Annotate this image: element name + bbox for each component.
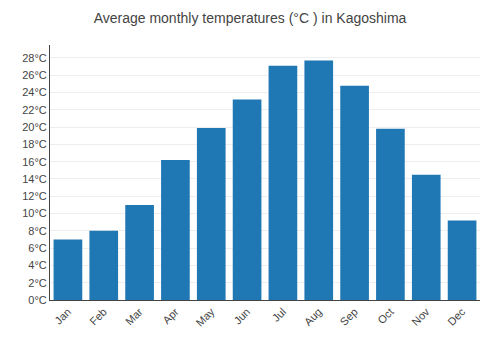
svg-text:4°C: 4°C [28,259,47,271]
svg-text:Sep: Sep [338,306,360,328]
svg-text:24°C: 24°C [22,86,47,98]
svg-text:Apr: Apr [160,305,181,326]
svg-text:20°C: 20°C [22,121,47,133]
svg-text:2°C: 2°C [28,277,47,289]
svg-text:10°C: 10°C [22,207,47,219]
svg-text:6°C: 6°C [28,242,47,254]
svg-text:18°C: 18°C [22,138,47,150]
svg-text:Oct: Oct [375,306,396,327]
svg-text:May: May [193,305,217,329]
svg-text:0°C: 0°C [28,294,47,306]
svg-text:16°C: 16°C [22,156,47,168]
svg-text:14°C: 14°C [22,173,47,185]
svg-text:28°C: 28°C [22,52,47,64]
svg-text:Jul: Jul [270,306,288,324]
svg-text:Jan: Jan [52,306,73,327]
svg-text:Jun: Jun [231,306,252,327]
svg-text:8°C: 8°C [28,225,47,237]
svg-text:Nov: Nov [409,305,432,328]
svg-text:Aug: Aug [302,306,324,328]
svg-text:22°C: 22°C [22,104,47,116]
svg-text:Mar: Mar [123,305,145,327]
svg-text:Dec: Dec [445,305,468,328]
svg-text:Average monthly temperatures (: Average monthly temperatures (°C ) in Ka… [94,10,407,26]
svg-text:12°C: 12°C [22,190,47,202]
svg-text:26°C: 26°C [22,69,47,81]
svg-text:Feb: Feb [87,306,109,328]
